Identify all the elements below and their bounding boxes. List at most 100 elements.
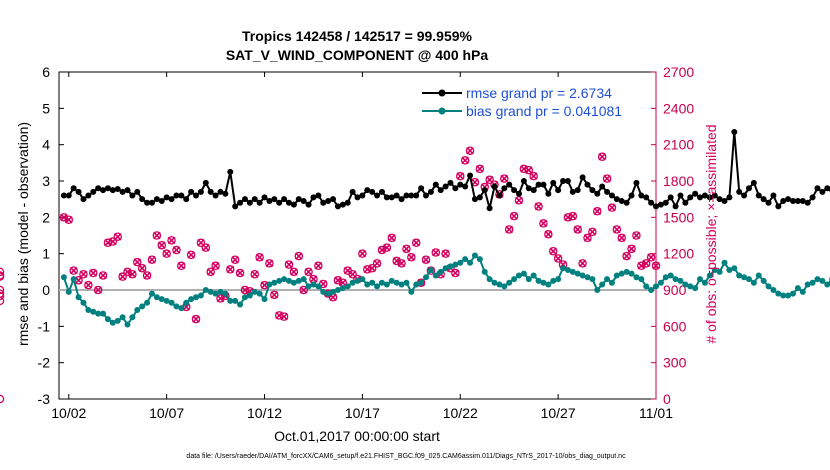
rmse-point — [662, 199, 669, 206]
obs-possible-marker — [402, 244, 411, 254]
bias-point — [80, 299, 87, 306]
bias-point — [227, 297, 234, 304]
obs-possible-marker — [177, 261, 186, 271]
bias-point — [530, 272, 537, 279]
obs-assimilated-marker — [622, 252, 631, 260]
obs-possible-marker — [147, 255, 157, 264]
rmse-point — [374, 192, 381, 199]
obs-assimilated-marker — [608, 203, 616, 212]
bias-point — [750, 279, 757, 286]
obs-assimilated-marker — [309, 275, 318, 283]
chart-title: Tropics 142458 / 142517 = 99.959% — [242, 28, 473, 44]
rmse-point — [765, 199, 772, 206]
rmse-point — [755, 192, 762, 199]
bias-point — [697, 276, 704, 283]
obs-assimilated-marker — [329, 293, 337, 302]
rmse-point — [104, 185, 111, 192]
rmse-point — [525, 185, 532, 192]
rmse-point — [388, 194, 395, 201]
rmse-point — [222, 190, 229, 197]
bias-point — [90, 308, 97, 315]
bias-legend-marker — [438, 107, 446, 115]
obs-assimilated-marker — [133, 258, 142, 266]
rmse-point — [295, 196, 302, 203]
bias-point — [344, 283, 351, 290]
y2-tick-label: 1800 — [663, 173, 694, 189]
bias-point — [423, 274, 430, 281]
bias-point — [285, 277, 292, 284]
bias-point — [124, 321, 131, 328]
rmse-point — [687, 194, 694, 201]
rmse-point — [564, 178, 571, 184]
obs-assimilated-marker — [412, 239, 420, 247]
rmse-point — [330, 196, 337, 203]
bias-point — [173, 303, 180, 310]
rmse-point — [701, 192, 708, 199]
axes-box — [58, 71, 657, 400]
obs-assimilated-marker — [392, 257, 401, 265]
rmse-point — [780, 197, 787, 204]
rmse-point — [530, 187, 537, 194]
rmse-point — [506, 181, 513, 188]
obs-possible-marker — [201, 243, 211, 252]
obs-possible-marker — [641, 259, 651, 268]
obs-possible-marker — [534, 202, 543, 211]
obs-possible-marker — [279, 312, 289, 321]
rmse-legend-label: rmse grand pr = 2.6734 — [466, 85, 612, 101]
obs-possible-marker — [622, 251, 631, 261]
bias-point — [378, 279, 385, 286]
bias-point — [706, 272, 713, 279]
rmse-point — [134, 188, 141, 195]
rmse-point — [623, 199, 630, 206]
rmse-point — [163, 194, 170, 201]
rmse-point — [653, 203, 659, 210]
bias-point — [643, 283, 650, 290]
obs-possible-marker — [632, 231, 641, 240]
obs-assimilated-marker — [515, 196, 523, 205]
bias-point — [481, 268, 488, 275]
obs-possible-marker — [142, 271, 152, 280]
bias-point — [814, 276, 821, 283]
bias-point — [290, 279, 297, 286]
bias-point — [217, 288, 224, 295]
bias-point — [760, 277, 767, 284]
obs-possible-marker — [651, 261, 661, 271]
obs-assimilated-marker — [539, 219, 548, 228]
bias-point — [374, 283, 381, 290]
bias-point — [731, 265, 738, 272]
obs-assimilated-marker — [192, 315, 200, 323]
bias-point — [148, 290, 155, 297]
obs-possible-marker — [98, 271, 108, 280]
bias-point — [276, 277, 283, 284]
y-tick-label: 1 — [42, 246, 50, 262]
obs-assimilated-marker — [505, 225, 513, 234]
bias-point — [60, 274, 67, 281]
bias-point — [388, 277, 395, 284]
rmse-point — [804, 199, 811, 206]
obs-assimilated-marker — [167, 236, 176, 245]
bias-point — [310, 281, 317, 288]
rmse-point — [359, 192, 366, 199]
obs-possible-marker — [255, 253, 264, 262]
obs-possible-marker — [0, 271, 5, 280]
bias-point — [354, 277, 361, 284]
bias-point — [325, 290, 332, 297]
obs-assimilated-marker — [378, 246, 386, 254]
bias-point — [804, 281, 811, 288]
bias-point — [589, 276, 596, 283]
bias-point — [662, 274, 669, 281]
bias-point — [85, 306, 92, 313]
rmse-point — [799, 197, 806, 204]
rmse-point — [344, 199, 351, 206]
obs-assimilated-marker — [79, 270, 88, 279]
rmse-point — [398, 196, 405, 203]
obs-assimilated-marker — [500, 174, 509, 183]
bias-point — [241, 294, 248, 301]
obs-possible-marker — [607, 203, 617, 212]
bias-point — [95, 310, 102, 317]
bias-point — [178, 305, 185, 312]
rmse-point — [432, 181, 439, 188]
obs-possible-marker — [157, 240, 167, 250]
rmse-point — [256, 199, 263, 206]
